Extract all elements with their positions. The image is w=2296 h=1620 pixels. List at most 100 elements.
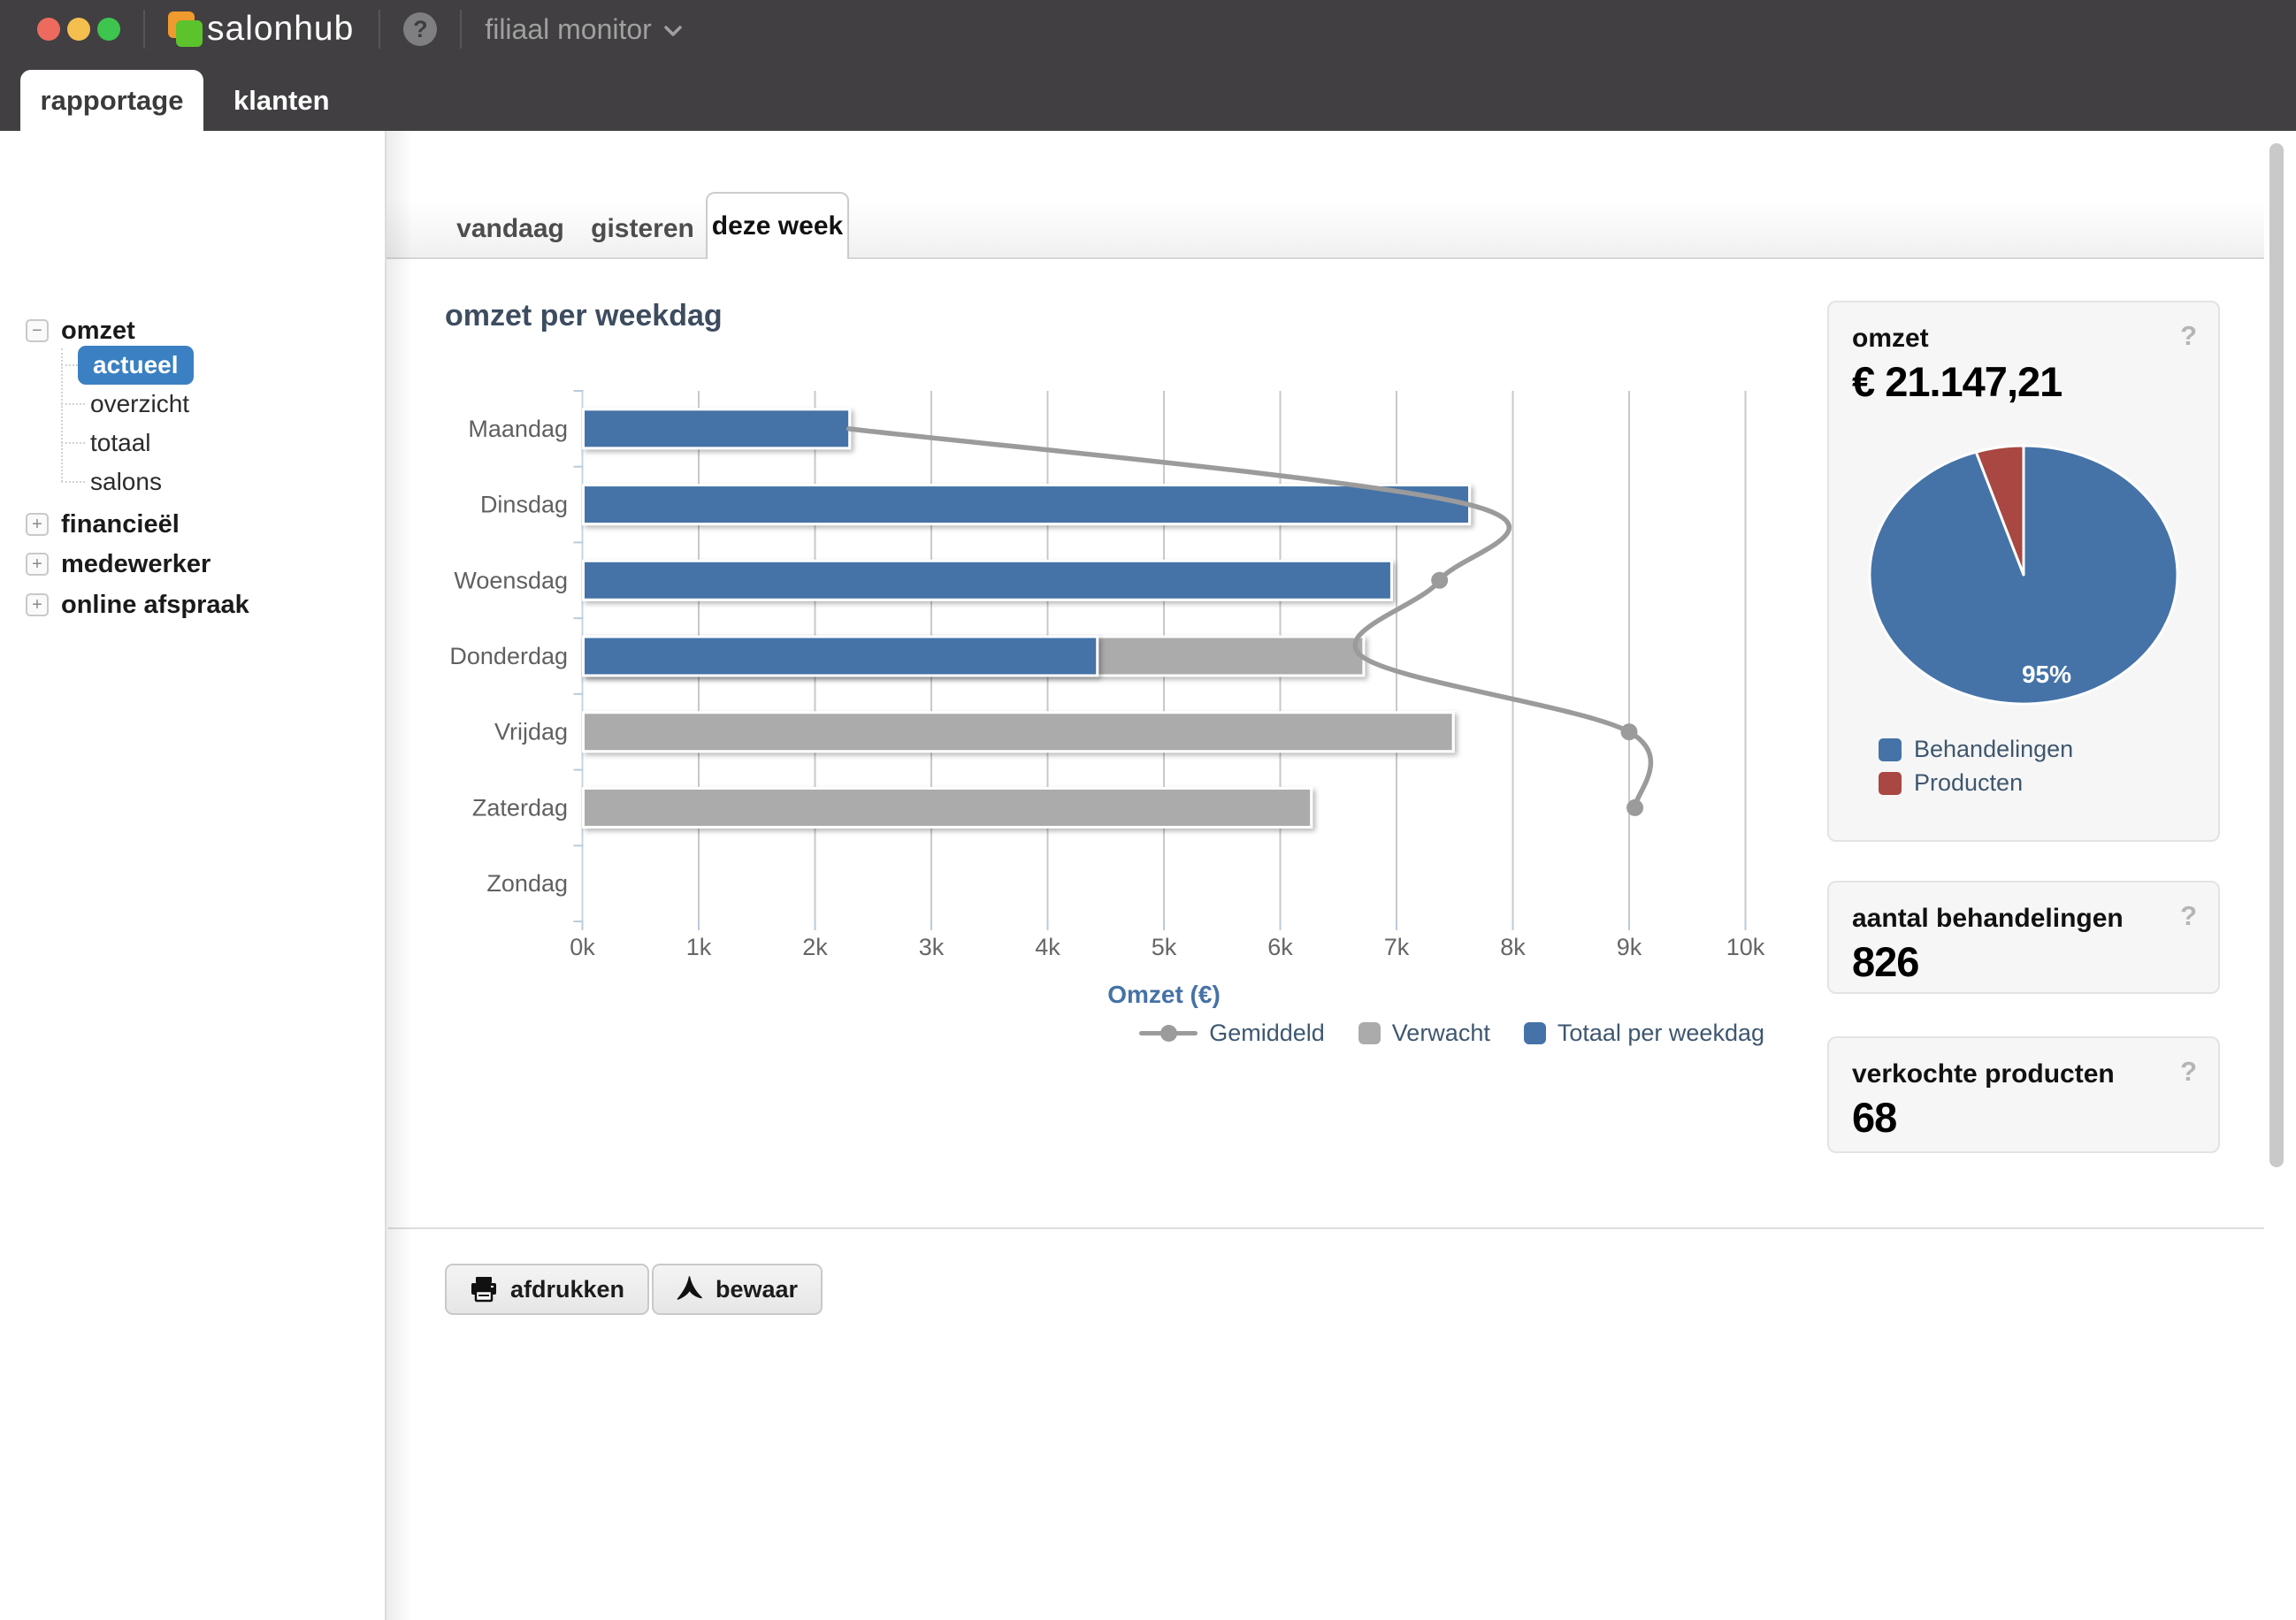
legend-item-gemiddeld[interactable]: Gemiddeld — [1139, 1020, 1325, 1047]
x-tick-label: 3k — [919, 934, 945, 960]
swatch-icon — [1879, 737, 1902, 761]
x-tick-label: 10k — [1726, 934, 1765, 960]
x-tick-label: 2k — [802, 934, 828, 960]
tree-connector — [61, 364, 78, 366]
x-axis-title: Omzet (€) — [1107, 981, 1221, 1008]
app-name: salonhub — [207, 10, 355, 48]
x-tick-label: 0k — [570, 934, 595, 960]
tree-connector — [61, 481, 85, 483]
chart-legend: Gemiddeld Verwacht Totaal per weekdag — [386, 1013, 1764, 1052]
collapse-icon[interactable]: − — [26, 319, 49, 342]
legend-item-verwacht[interactable]: Verwacht — [1358, 1020, 1490, 1047]
help-icon[interactable]: ? — [2180, 900, 2197, 931]
category-label: Zondag — [486, 870, 568, 897]
expand-icon[interactable]: + — [26, 513, 49, 536]
sidebar-item-totaal[interactable]: totaal — [90, 429, 151, 456]
pie-legend: Behandelingen Producten — [1879, 736, 2073, 803]
tab-gisteren[interactable]: gisteren — [591, 214, 694, 243]
x-tick-label: 4k — [1035, 934, 1060, 960]
category-label: Donderdag — [449, 643, 568, 669]
card-title: verkochte producten — [1852, 1059, 2115, 1089]
expand-icon[interactable]: + — [26, 553, 49, 576]
bar-totaal — [582, 408, 852, 450]
vertical-scrollbar[interactable] — [2269, 143, 2284, 1167]
bar-verwacht — [582, 711, 1455, 753]
chevron-down-icon — [664, 26, 682, 36]
producten-card: ? verkochte producten 68 — [1827, 1036, 2220, 1153]
content-divider — [388, 1227, 2264, 1229]
help-icon[interactable]: ? — [403, 12, 438, 46]
swatch-icon — [1358, 1021, 1381, 1044]
legend-item-producten[interactable]: Producten — [1879, 769, 2073, 797]
legend-item-totaal[interactable]: Totaal per weekdag — [1523, 1020, 1764, 1047]
branch-selector-label: filiaal monitor — [485, 12, 652, 45]
behandelingen-card: ? aantal behandelingen 826 — [1827, 881, 2220, 994]
tree-connector — [61, 348, 63, 482]
swatch-icon — [1879, 771, 1902, 795]
sidebar-item-omzet[interactable]: − omzet — [0, 311, 135, 350]
print-button[interactable]: afdrukken — [445, 1264, 650, 1315]
tab-klanten[interactable]: klanten — [233, 84, 330, 116]
omzet-pie-chart: 95% — [1868, 444, 2179, 706]
x-tick-label: 1k — [686, 934, 712, 960]
tab-vandaag[interactable]: vandaag — [456, 214, 564, 243]
swatch-icon — [1523, 1021, 1546, 1044]
omzet-card: ? omzet € 21.147,21 95% Behandelingen Pr… — [1827, 301, 2220, 842]
sidebar-item-overzicht[interactable]: overzicht — [90, 390, 190, 417]
category-label: Zaterdag — [472, 794, 568, 821]
salonhub-logo-icon — [168, 10, 205, 49]
legend-item-behandelingen[interactable]: Behandelingen — [1879, 736, 2073, 763]
titlebar-separator — [460, 10, 463, 49]
sidebar: − omzet actueel overzicht totaal salons … — [0, 131, 386, 1620]
expand-icon[interactable]: + — [26, 593, 49, 616]
line-marker-icon — [1139, 1024, 1198, 1042]
window-controls — [37, 18, 120, 41]
window-close-icon[interactable] — [37, 18, 60, 41]
x-tick-label: 9k — [1617, 934, 1642, 960]
titlebar-separator — [379, 10, 381, 49]
app-tab-bar: rapportage klanten — [0, 58, 2296, 131]
printer-icon — [471, 1277, 496, 1303]
bar-totaal — [582, 484, 1472, 526]
help-icon[interactable]: ? — [2180, 1056, 2197, 1087]
sidebar-item-actueel[interactable]: actueel — [78, 346, 194, 385]
period-tab-bar: vandaag gisteren deze week — [386, 192, 2264, 259]
producten-value: 68 — [1852, 1094, 1897, 1141]
bar-totaal — [582, 559, 1393, 601]
window-zoom-icon[interactable] — [97, 18, 120, 41]
sidebar-item-salons[interactable]: salons — [90, 468, 162, 495]
chart-title: omzet per weekdag — [445, 299, 723, 332]
card-title: aantal behandelingen — [1852, 904, 2124, 933]
x-tick-label: 6k — [1267, 934, 1293, 960]
line-marker — [1626, 799, 1644, 816]
app-logo: salonhub — [168, 10, 354, 49]
card-title: omzet — [1852, 324, 1929, 353]
help-icon[interactable]: ? — [2180, 320, 2197, 351]
tab-rapportage[interactable]: rapportage — [20, 70, 203, 131]
bar-totaal — [582, 635, 1099, 677]
titlebar: salonhub ? filiaal monitor — [0, 0, 2296, 58]
pie-slice-producten — [1974, 444, 2025, 577]
bar-verwacht — [582, 786, 1313, 829]
titlebar-separator — [143, 10, 145, 49]
sidebar-item-medewerker[interactable]: + medewerker — [0, 545, 210, 584]
x-tick-label: 8k — [1500, 934, 1526, 960]
omzet-per-weekdag-chart: 0k 1k 2k 3k 4k 5k 6k 7k 8k 9k 10k Maandag Dinsdag Woe… — [449, 390, 1765, 1008]
sidebar-item-financieel[interactable]: + financieël — [0, 505, 180, 544]
behandelingen-value: 826 — [1852, 938, 1919, 985]
tree-connector — [61, 442, 85, 444]
omzet-value: € 21.147,21 — [1852, 358, 2063, 405]
pdf-icon — [677, 1276, 702, 1300]
x-tick-label: 7k — [1384, 934, 1410, 960]
save-pdf-button[interactable]: bewaar — [652, 1264, 823, 1315]
sidebar-item-online-afspraak[interactable]: + online afspraak — [0, 585, 249, 624]
category-label: Woensdag — [454, 567, 568, 593]
x-tick-label: 5k — [1152, 934, 1177, 960]
category-label: Maandag — [468, 416, 568, 442]
branch-selector[interactable]: filiaal monitor — [485, 13, 682, 46]
line-marker — [1431, 571, 1449, 589]
line-marker — [1620, 723, 1638, 741]
tab-deze-week[interactable]: deze week — [706, 192, 849, 259]
window-minimize-icon[interactable] — [67, 18, 90, 41]
category-label: Dinsdag — [480, 492, 568, 518]
